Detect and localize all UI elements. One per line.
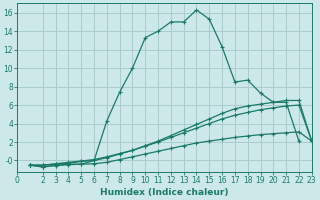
X-axis label: Humidex (Indice chaleur): Humidex (Indice chaleur) <box>100 188 229 197</box>
